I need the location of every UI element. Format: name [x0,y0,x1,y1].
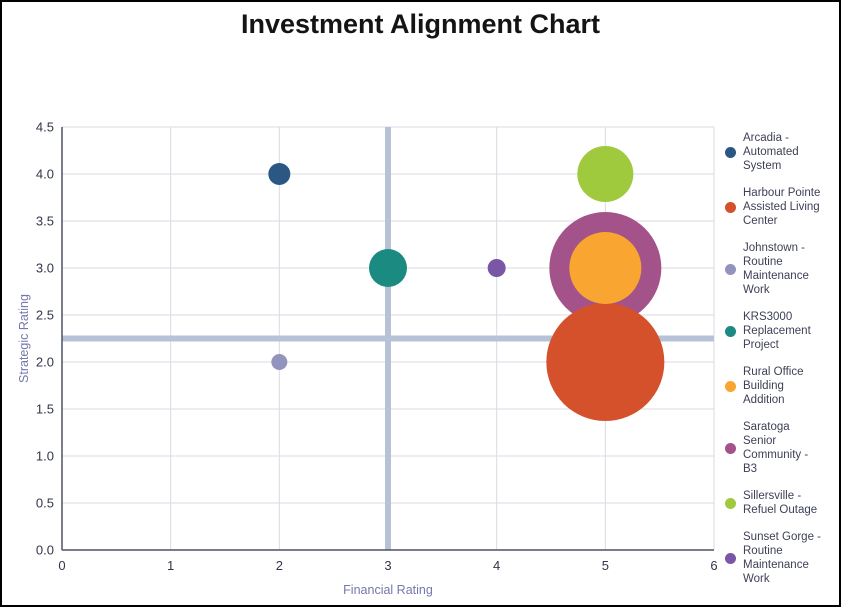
legend-label: Sillersville - Refuel Outage [743,490,818,516]
legend-label: Saratoga Senior Community - B3 [743,421,809,475]
x-tick-label: 4 [493,558,500,573]
y-tick-label: 1.5 [36,402,54,417]
x-tick-label: 6 [710,558,717,573]
y-tick-label: 2.0 [36,355,54,370]
legend-label: Rural Office Building Addition [743,366,804,406]
chart-bubble[interactable] [569,232,642,304]
y-tick-label: 2.5 [36,308,54,323]
chart-bubble[interactable] [487,259,506,277]
legend-marker-circle [725,325,736,337]
legend-item[interactable]: Johnstown - Routine Maintenance Work [725,241,825,297]
x-tick-label: 3 [384,558,391,573]
legend-marker-circle [725,552,736,564]
legend-label: Harbour Pointe Assisted Living Center [743,187,821,227]
legend-item[interactable]: KRS3000 Replacement Project [725,310,825,352]
legend-marker-circle [725,380,736,392]
legend-label: Arcadia - Automated System [743,132,799,172]
x-tick-label: 1 [167,558,174,573]
y-tick-label: 4.0 [36,167,54,182]
chart-bubble[interactable] [369,249,407,287]
legend-label: Sunset Gorge - Routine Maintenance Work [743,531,821,585]
legend: Arcadia - Automated System Harbour Pointe… [725,131,825,586]
chart-bubble[interactable] [268,163,291,185]
legend-item[interactable]: Sillersville - Refuel Outage [725,489,825,517]
chart-bubble[interactable] [577,146,634,202]
y-tick-label: 1.0 [36,449,54,464]
legend-marker-circle [725,442,736,454]
chart-title: Investment Alignment Chart [240,9,601,39]
legend-label: Johnstown - Routine Maintenance Work [743,242,809,296]
y-tick-label: 0.5 [36,496,54,511]
legend-marker-circle [725,497,736,509]
y-tick-label: 0.0 [36,543,54,558]
y-tick-label: 4.5 [36,120,54,135]
x-tick-label: 2 [276,558,283,573]
legend-item[interactable]: Rural Office Building Addition [725,365,825,407]
chart-bubble[interactable] [546,303,665,421]
y-axis-title: Strategic Rating [17,294,31,383]
x-tick-label: 5 [602,558,609,573]
legend-item[interactable]: Saratoga Senior Community - B3 [725,420,825,476]
legend-item[interactable]: Harbour Pointe Assisted Living Center [725,186,825,228]
legend-item[interactable]: Arcadia - Automated System [725,131,825,173]
legend-item[interactable]: Sunset Gorge - Routine Maintenance Work [725,530,825,586]
bubble-plot: 0 1 2 3 4 5 6 0.0 0.5 1.0 1.5 2.0 2.5 3.0 3.5 4.0 4.5 Fin… [17,120,718,598]
y-tick-label: 3.5 [36,214,54,229]
legend-marker-circle [725,201,736,213]
x-tick-label: 0 [58,558,65,573]
legend-marker-circle [725,146,736,158]
x-axis-title: Financial Rating [343,583,433,597]
legend-marker-circle [725,263,736,275]
y-tick-label: 3.0 [36,261,54,276]
legend-label: KRS3000 Replacement Project [743,311,811,351]
chart-bubble[interactable] [271,354,288,370]
